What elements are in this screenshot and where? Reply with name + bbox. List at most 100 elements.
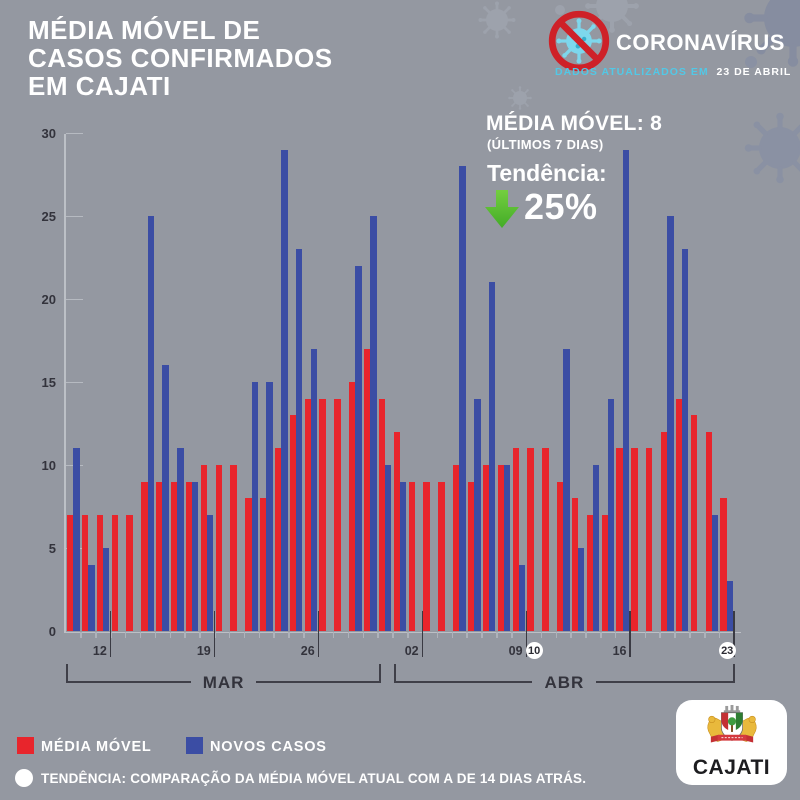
- updated-line: DADOS ATUALIZADOS EM 23 DE ABRIL: [555, 66, 791, 78]
- bar-media-movel-15/03: [141, 481, 148, 631]
- bar-media-movel-22/04: [705, 431, 712, 631]
- legend-label-media-movel: MÉDIA MÓVEL: [41, 739, 152, 755]
- bar-novos-casos-10/03: [73, 448, 80, 631]
- moving-average-label: MÉDIA MÓVEL:: [486, 112, 644, 135]
- y-tick-label-0: 0: [48, 623, 56, 639]
- x-week-label-circled-23: 23: [718, 642, 736, 659]
- x-week-label-19: 19: [196, 644, 211, 658]
- x-minor-tick: [481, 632, 483, 638]
- x-minor-tick: [95, 632, 97, 638]
- x-week-tickline-23: [733, 611, 735, 657]
- page-title: MÉDIA MÓVEL DE CASOS CONFIRMADOS EM CAJA…: [28, 16, 458, 100]
- x-week-tickline-16: [629, 611, 632, 657]
- legend-label-novos-casos: NOVOS CASOS: [210, 739, 327, 755]
- bar-media-movel-11/03: [81, 514, 89, 631]
- bar-novos-casos-06/04: [474, 398, 481, 631]
- x-minor-tick: [377, 632, 379, 638]
- trend-label: Tendência:: [487, 160, 607, 186]
- x-week-label-09: 09: [508, 644, 523, 658]
- bar-novos-casos-22/03: [251, 382, 258, 631]
- x-axis-line: [64, 631, 741, 633]
- x-minor-tick: [570, 632, 572, 638]
- x-minor-tick: [139, 632, 142, 638]
- bar-media-movel-27/03: [319, 398, 326, 631]
- x-minor-tick: [674, 632, 676, 638]
- bar-media-movel-18/04: [646, 448, 653, 631]
- bar-media-movel-28/03: [334, 398, 341, 631]
- x-minor-tick: [347, 632, 350, 638]
- x-week-label-circled-10: 10: [525, 642, 543, 659]
- bar-media-movel-26/03: [304, 398, 311, 631]
- x-week-tickline-02: [421, 611, 424, 657]
- bar-media-movel-08/04: [497, 465, 504, 631]
- cajati-logo-text: CAJATI: [692, 756, 771, 779]
- x-minor-tick: [228, 632, 231, 638]
- x-week-label-02: 02: [404, 644, 419, 658]
- trend-value: 25%: [524, 186, 598, 227]
- bar-media-movel-02/04: [408, 481, 415, 631]
- x-minor-tick: [585, 632, 587, 638]
- y-tick-label-20: 20: [41, 291, 56, 307]
- month-label-ABR: ABR: [544, 673, 585, 692]
- x-minor-tick: [199, 632, 201, 638]
- bar-novos-casos-18/03: [192, 481, 199, 631]
- x-minor-tick: [362, 632, 365, 638]
- x-minor-tick: [184, 632, 186, 638]
- bracket-stub: [66, 664, 68, 683]
- bar-media-movel-20/03: [215, 465, 222, 631]
- x-minor-tick: [511, 632, 513, 638]
- y-tick-label-15: 15: [41, 374, 56, 390]
- month-bracket-ABR: ABR: [394, 663, 735, 692]
- bar-media-movel-17/03: [171, 481, 178, 631]
- y-tick-20: [65, 298, 83, 301]
- bar-novos-casos-24/03: [281, 149, 288, 631]
- bar-novos-casos-23/04: [726, 581, 733, 631]
- page-title-line2: CASOS CONFIRMADOS: [28, 43, 333, 73]
- bar-novos-casos-22/04: [711, 514, 719, 631]
- bar-media-movel-14/04: [586, 514, 594, 631]
- bracket-line: [596, 681, 733, 683]
- bar-novos-casos-26/03: [310, 348, 318, 631]
- page-title-line1: MÉDIA MÓVEL DE: [28, 15, 261, 45]
- x-minor-tick: [258, 632, 261, 638]
- bar-media-movel-30/03: [364, 348, 371, 631]
- trend-footnote: TENDÊNCIA: COMPARAÇÃO DA MÉDIA MÓVEL ATU…: [41, 771, 587, 786]
- x-minor-tick: [80, 632, 82, 638]
- bar-media-movel-03/04: [423, 481, 430, 631]
- bar-media-movel-19/03: [200, 465, 208, 631]
- x-minor-tick: [392, 632, 394, 638]
- x-minor-tick: [466, 632, 468, 638]
- bar-media-movel-18/03: [185, 481, 193, 631]
- bar-media-movel-10/04: [527, 448, 534, 631]
- bar-media-movel-01/04: [393, 431, 401, 631]
- x-minor-tick: [659, 632, 661, 638]
- x-minor-tick: [436, 632, 439, 638]
- bar-media-movel-07/04: [482, 465, 490, 631]
- x-week-tickline-26: [317, 611, 320, 657]
- bar-novos-casos-05/04: [459, 166, 466, 631]
- bar-novos-casos-01/04: [400, 481, 407, 631]
- bar-media-movel-16/04: [616, 448, 623, 631]
- y-tick-label-5: 5: [48, 540, 56, 556]
- x-minor-tick: [704, 632, 706, 638]
- bar-novos-casos-11/03: [88, 564, 95, 631]
- note-bullet-circle: [15, 769, 33, 787]
- month-label-MAR: MAR: [202, 673, 245, 692]
- x-minor-tick: [407, 632, 409, 638]
- x-minor-tick: [555, 632, 558, 638]
- brand-title: CORONAVÍRUS: [616, 30, 785, 55]
- bar-media-movel-22/03: [245, 498, 252, 631]
- x-week-label-16: 16: [612, 644, 627, 658]
- cajati-coat-of-arms-icon: [706, 705, 757, 743]
- x-minor-tick: [718, 632, 721, 638]
- bar-novos-casos-16/03: [162, 365, 169, 631]
- bar-novos-casos-12/04: [563, 348, 570, 631]
- bar-media-movel-21/04: [690, 415, 697, 631]
- x-minor-tick: [614, 632, 617, 638]
- legend-swatch-novos-casos: [186, 737, 203, 754]
- bracket-line: [396, 681, 533, 683]
- y-axis-line: [64, 134, 66, 632]
- bar-novos-casos-07/04: [489, 282, 496, 631]
- bar-novos-casos-15/03: [147, 216, 154, 631]
